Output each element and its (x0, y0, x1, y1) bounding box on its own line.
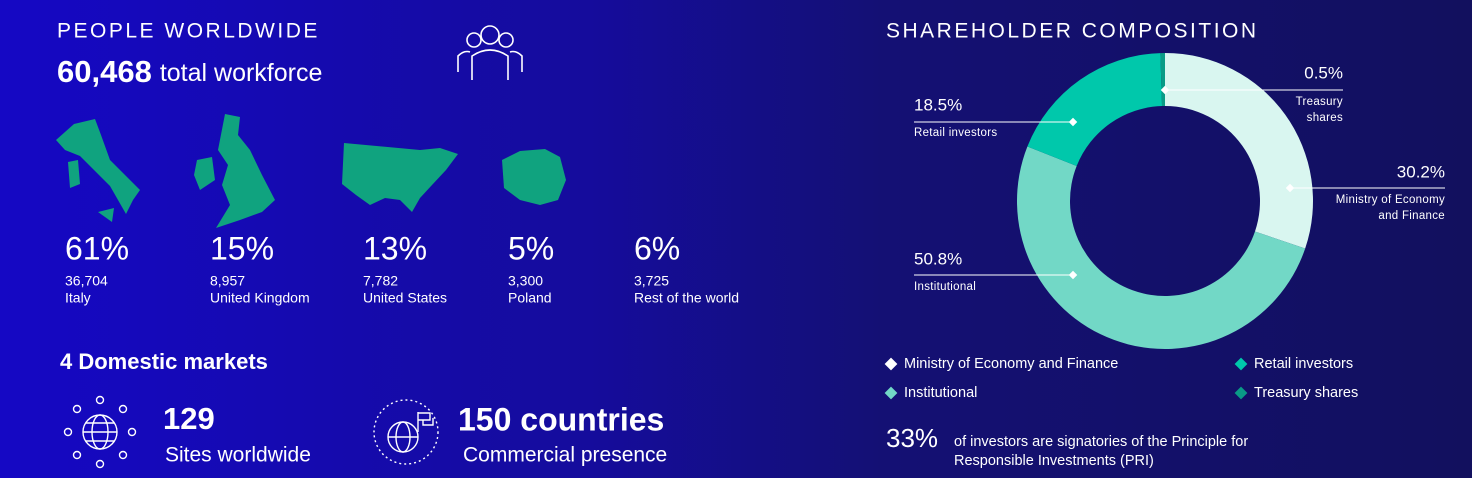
legend-swatch (1234, 357, 1248, 371)
country-share: 13% (363, 230, 427, 266)
total-label: total workforce (160, 59, 323, 87)
legend-swatch (1234, 386, 1248, 400)
markets-title: 4 Domestic markets (60, 349, 268, 374)
people-icon (457, 25, 523, 80)
donut-slice (1016, 146, 1306, 350)
country-count: 8,957 (210, 273, 245, 289)
country-maps (56, 114, 566, 228)
legend-label: Institutional (904, 385, 977, 401)
country-name: United States (363, 290, 447, 306)
country-share: 5% (508, 230, 554, 266)
map-uk (194, 114, 275, 228)
footnote-value: 33% (886, 423, 938, 453)
legend-swatch (884, 357, 898, 371)
map-italy (56, 119, 140, 222)
country-count: 3,725 (634, 273, 669, 289)
map-poland (502, 149, 566, 205)
country-count: 7,782 (363, 273, 398, 289)
presence-label: Commercial presence (463, 444, 667, 467)
country-name: Poland (508, 290, 552, 306)
callout-name: Ministry of Economy and Finance (1335, 194, 1445, 222)
country-count: 3,300 (508, 273, 543, 289)
donut-slice (1027, 53, 1163, 167)
people-title: PEOPLE WORLDWIDE (57, 20, 320, 43)
sites-value: 129 (163, 401, 215, 436)
callout-name: Retail investors (914, 127, 998, 139)
chart-title: SHAREHOLDER COMPOSITION (886, 20, 1259, 43)
presence-value: 150 countries (458, 401, 664, 437)
donut-slice (1165, 53, 1313, 249)
sites-icon (63, 395, 137, 469)
value-label: 18.5% (914, 95, 962, 114)
value-label: 30.2% (1397, 162, 1445, 181)
legend-swatch (884, 386, 898, 400)
country-share: 15% (210, 230, 274, 266)
value-label: 0.5% (1304, 63, 1343, 82)
legend-label: Treasury shares (1254, 385, 1358, 401)
country-share: 61% (65, 230, 129, 266)
callout-name: Institutional (914, 281, 977, 293)
footnote-text: of investors are signatories of the Prin… (954, 434, 1249, 469)
callout-dot (1068, 270, 1078, 280)
value-label: 50.8% (914, 249, 962, 268)
legend-label: Ministry of Economy and Finance (904, 356, 1118, 372)
total-line: 60,468 total workforce (57, 54, 322, 89)
legend-label: Retail investors (1254, 356, 1353, 372)
country-count: 36,704 (65, 273, 108, 289)
map-usa (342, 143, 458, 212)
sites-label: Sites worldwide (165, 444, 311, 467)
total-value: 60,468 (57, 54, 152, 89)
country-name: United Kingdom (210, 290, 310, 306)
country-share: 6% (634, 230, 680, 266)
country-name: Italy (65, 290, 91, 306)
presence-icon (373, 399, 439, 465)
country-name: Rest of the world (634, 290, 739, 306)
callout-name: Treasury shares (1295, 96, 1343, 124)
